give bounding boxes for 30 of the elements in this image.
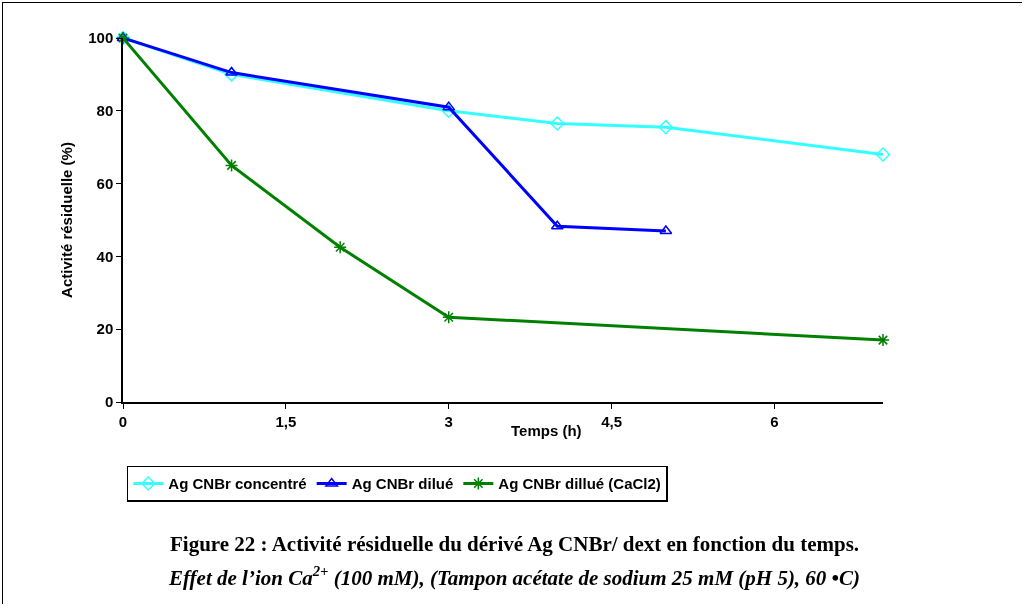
x-tick-label: 3	[444, 412, 453, 430]
point	[658, 119, 674, 135]
y-axis-title: Activité résiduelle (%)	[57, 142, 75, 298]
point	[659, 225, 673, 235]
y-tick-label: 0	[104, 393, 114, 411]
point	[441, 103, 456, 119]
caption: Figure 22 : Activité résiduelle du dérivé Ag CNBr/ dext en fonction du temps.	[170, 532, 860, 556]
y-tick-label: 60	[96, 174, 114, 192]
y-tick-label: 20	[96, 320, 114, 338]
legend-label: Ag CNBr dilué	[351, 475, 454, 493]
point	[441, 310, 456, 324]
legend-label: Ag CNBr dillué (CaCl2)	[498, 475, 661, 493]
point	[875, 147, 891, 162]
point	[225, 66, 239, 76]
x-tick-label: 4,5	[601, 412, 622, 430]
point	[550, 220, 564, 230]
x-tick-label: 0	[118, 412, 128, 430]
point	[224, 158, 239, 173]
y-tick-label: 80	[96, 102, 114, 120]
x-tick-label: 1,5	[275, 412, 297, 430]
y-tick-label: 100	[88, 29, 114, 47]
y-tick-label: 40	[96, 247, 114, 265]
legend-label: Ag CNBr concentré	[168, 475, 307, 493]
x-axis-title: Temps (h)	[511, 422, 582, 439]
point	[550, 116, 565, 131]
x-tick-label: 6	[770, 412, 779, 430]
point	[876, 333, 890, 347]
point	[442, 101, 456, 111]
point	[333, 240, 347, 255]
text: Effet de l’ion Ca$^{2+}$ (100 mM), (Tampon acétate de sodium 25 mM (pH 5), 60 •C)	[168, 563, 860, 590]
